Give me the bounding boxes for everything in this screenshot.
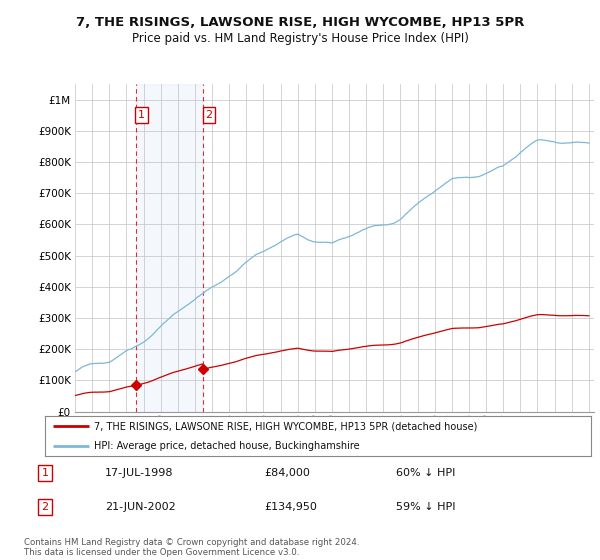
- Text: £84,000: £84,000: [264, 468, 310, 478]
- Text: 7, THE RISINGS, LAWSONE RISE, HIGH WYCOMBE, HP13 5PR (detached house): 7, THE RISINGS, LAWSONE RISE, HIGH WYCOM…: [94, 421, 478, 431]
- Text: 2: 2: [41, 502, 49, 512]
- Bar: [136, 84, 203, 412]
- Text: 60% ↓ HPI: 60% ↓ HPI: [396, 468, 455, 478]
- Text: £134,950: £134,950: [264, 502, 317, 512]
- Text: Contains HM Land Registry data © Crown copyright and database right 2024.
This d: Contains HM Land Registry data © Crown c…: [24, 538, 359, 557]
- Text: 21-JUN-2002: 21-JUN-2002: [105, 502, 176, 512]
- Text: 1: 1: [138, 110, 145, 120]
- Text: 17-JUL-1998: 17-JUL-1998: [105, 468, 173, 478]
- Text: Price paid vs. HM Land Registry's House Price Index (HPI): Price paid vs. HM Land Registry's House …: [131, 32, 469, 45]
- Text: 59% ↓ HPI: 59% ↓ HPI: [396, 502, 455, 512]
- Text: 1: 1: [41, 468, 49, 478]
- Text: HPI: Average price, detached house, Buckinghamshire: HPI: Average price, detached house, Buck…: [94, 441, 360, 451]
- Text: 2: 2: [206, 110, 212, 120]
- Text: 7, THE RISINGS, LAWSONE RISE, HIGH WYCOMBE, HP13 5PR: 7, THE RISINGS, LAWSONE RISE, HIGH WYCOM…: [76, 16, 524, 29]
